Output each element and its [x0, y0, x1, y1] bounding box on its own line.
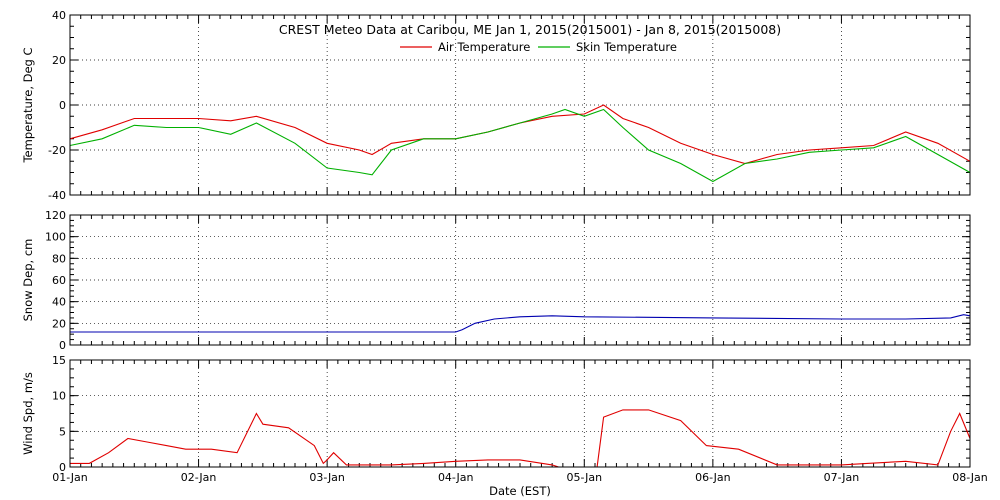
series-line-temperature-skin-temperature	[69, 108, 971, 183]
x-tick-label: 05-Jan	[567, 471, 603, 484]
y-tick-label: 5	[59, 425, 66, 438]
y-tick-label: -40	[48, 189, 66, 202]
panel-temperature: -40 -20 0 20 40 Temperature, Deg C	[21, 9, 971, 202]
panel-frame	[69, 14, 971, 196]
panels: -40 -20 0 20 40 Temperature, Deg C 0 20 40 60 80 10…	[21, 9, 971, 474]
x-tick-label: 07-Jan	[824, 471, 860, 484]
x-tick-label: 08-Jan	[952, 471, 988, 484]
y-axis-title-temperature: Temperature, Deg C	[21, 47, 35, 163]
x-tick-label: 02-Jan	[181, 471, 217, 484]
y-tick-label: 20	[52, 317, 66, 330]
series-line-snow-depth	[70, 314, 971, 333]
y-tick-label: 0	[59, 461, 66, 474]
y-tick-label: 80	[52, 252, 66, 265]
series-line-wind-speed	[70, 409, 971, 468]
panel-wind-speed: 0 5 10 15 Wind Spd, m/s	[21, 354, 971, 474]
y-tick-label: 15	[52, 354, 66, 367]
x-tick-label: 06-Jan	[695, 471, 731, 484]
panel-frame	[69, 214, 971, 346]
y-axis-title-wind-speed: Wind Spd, m/s	[21, 372, 35, 455]
y-tick-label: 120	[45, 209, 66, 222]
y-tick-label: 100	[45, 231, 66, 244]
series-line-temperature-air-temperature	[69, 104, 971, 165]
x-tick-label: 01-Jan	[52, 471, 88, 484]
chart-title: CREST Meteo Data at Caribou, ME Jan 1, 2…	[279, 22, 781, 37]
y-tick-label: 40	[52, 9, 66, 22]
y-tick-label: 0	[59, 339, 66, 352]
y-tick-label: 10	[52, 390, 66, 403]
legend-label-1: Skin Temperature	[576, 40, 677, 54]
y-tick-label: 20	[52, 54, 66, 67]
y-axis-title-snow-depth: Snow Dep, cm	[21, 239, 35, 322]
x-axis-title: Date (EST)	[489, 484, 551, 498]
legend-label-0: Air Temperature	[438, 40, 530, 54]
panel-frame	[69, 359, 971, 468]
y-tick-label: -20	[48, 144, 66, 157]
legend: Air Temperature Skin Temperature	[400, 40, 677, 54]
x-axis: 01-Jan 02-Jan 03-Jan 04-Jan 05-Jan 06-Jan 07-J…	[52, 471, 988, 484]
panel-snow-depth: 0 20 40 60 80 100 120 Snow Dep, cm	[21, 209, 971, 352]
x-tick-label: 04-Jan	[438, 471, 474, 484]
y-tick-label: 60	[52, 274, 66, 287]
y-tick-label: 0	[59, 99, 66, 112]
x-tick-label: 03-Jan	[309, 471, 345, 484]
y-tick-label: 40	[52, 296, 66, 309]
